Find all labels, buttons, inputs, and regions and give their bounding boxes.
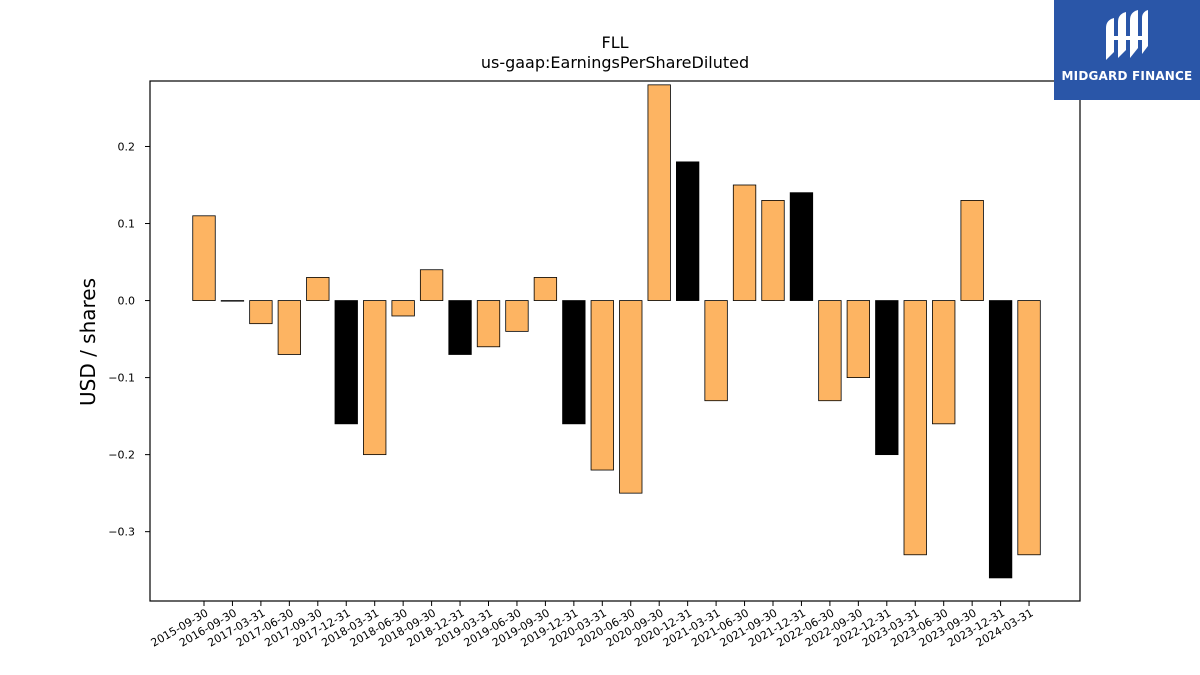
plot-frame xyxy=(149,80,1081,602)
bar-2016-09-30 xyxy=(220,300,245,302)
bar-2018-03-31 xyxy=(363,300,387,456)
brand-logo: MIDGARD FINANCE xyxy=(1054,0,1200,100)
bar-2019-03-31 xyxy=(476,300,501,348)
y-tick-label: −0.1 xyxy=(108,372,135,385)
bar-2020-09-30 xyxy=(647,84,671,301)
bar-2021-09-30 xyxy=(761,200,785,301)
bar-2020-12-31 xyxy=(676,161,700,301)
bar-2017-03-31 xyxy=(249,300,273,325)
bar-2021-06-30 xyxy=(732,184,757,301)
y-tick-label: 0.0 xyxy=(118,295,136,308)
y-axis: −0.3 −0.2 −0.1 0.0 0.1 0.2 xyxy=(108,140,150,539)
x-axis: 2015-09-302016-09-302017-03-312017-06-30… xyxy=(149,601,1036,650)
chart-subtitle: us-gaap:EarningsPerShareDiluted xyxy=(481,53,749,72)
bar-2021-12-31 xyxy=(789,192,814,301)
bar-2021-03-31 xyxy=(704,300,728,402)
logo-text: MIDGARD FINANCE xyxy=(1061,69,1193,83)
bar-2022-09-30 xyxy=(846,300,870,378)
bar-2019-06-30 xyxy=(505,300,529,332)
bar-2024-03-31 xyxy=(1017,300,1041,556)
y-tick-label: 0.1 xyxy=(118,218,136,231)
bar-2023-03-31 xyxy=(903,300,927,556)
y-axis-label: USD / shares xyxy=(76,278,100,406)
bar-2020-06-30 xyxy=(619,300,643,494)
bar-2018-06-30 xyxy=(391,300,415,317)
bar-2017-09-30 xyxy=(306,277,330,301)
y-tick-label: 0.2 xyxy=(118,140,136,153)
bar-2023-06-30 xyxy=(932,300,956,425)
midgard-logo-icon xyxy=(1106,10,1148,60)
bar-2023-12-31 xyxy=(988,300,1013,579)
bar-2022-12-31 xyxy=(875,300,899,456)
bar-2018-12-31 xyxy=(448,300,472,355)
y-tick-label: −0.2 xyxy=(108,449,135,462)
chart-title: FLL xyxy=(601,33,628,52)
bar-2015-09-30 xyxy=(192,215,216,301)
y-tick-label: −0.3 xyxy=(108,526,135,539)
bar-2022-06-30 xyxy=(818,300,842,402)
bar-2019-12-31 xyxy=(562,300,586,425)
bar-2019-09-30 xyxy=(533,277,558,301)
bar-2020-03-31 xyxy=(590,300,614,471)
bars xyxy=(192,84,1041,579)
bar-2017-06-30 xyxy=(277,300,302,355)
bar-2018-09-30 xyxy=(419,269,444,301)
bar-2023-09-30 xyxy=(960,200,984,301)
bar-2017-12-31 xyxy=(334,300,358,425)
